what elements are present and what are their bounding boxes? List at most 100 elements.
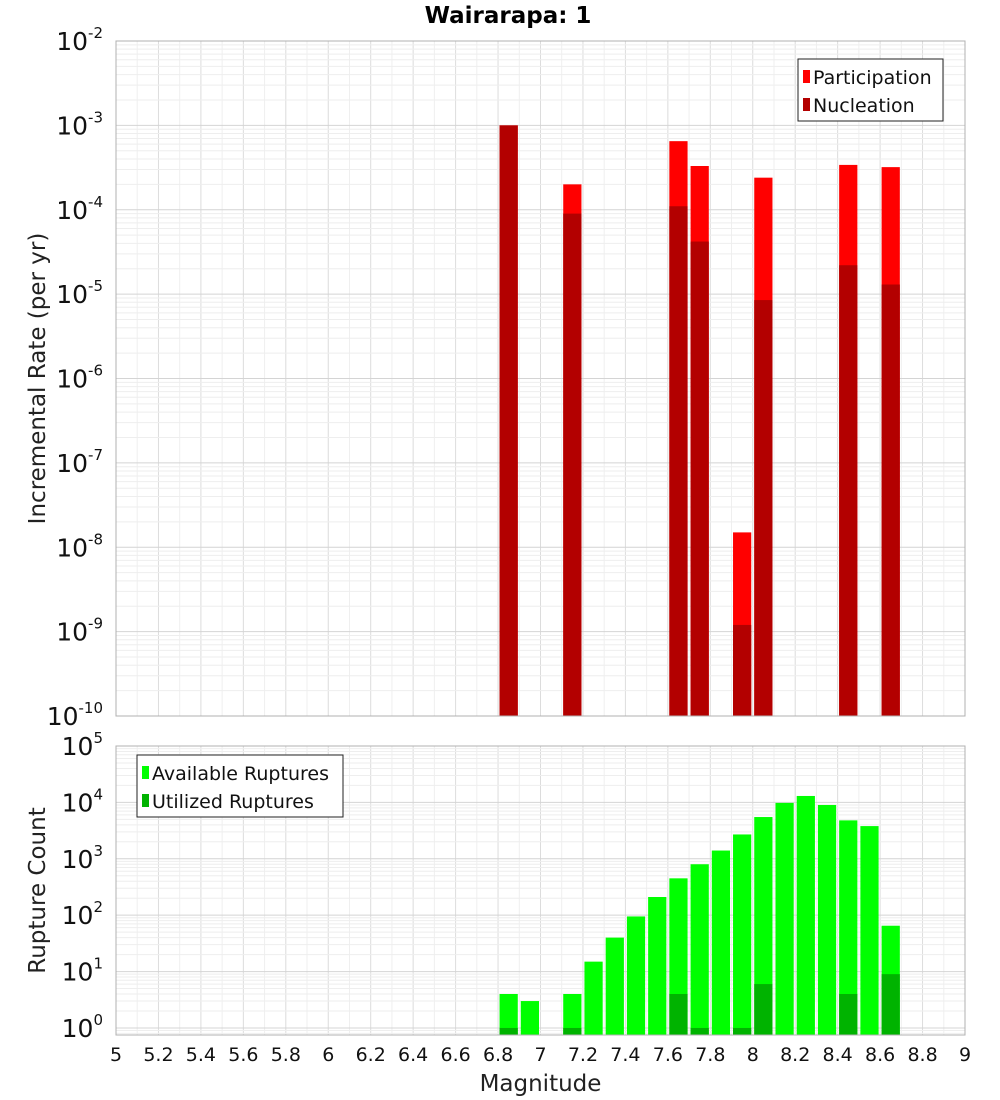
- y-axis-label-bottom: Rupture Count: [25, 807, 51, 973]
- x-tick-label: 7: [534, 1044, 546, 1066]
- x-ticks: 5 5.2 5.4 5.6 5.8 6 6.2 6.4 6.6 6.8 7 7.2 7.4 7.6 7.8 8…: [110, 1044, 971, 1066]
- bar: [733, 624, 752, 716]
- x-tick-label: 8.6: [865, 1044, 895, 1066]
- x-tick-label: 7.6: [653, 1044, 683, 1066]
- y-tick-label: 10-10: [47, 699, 103, 731]
- bar: [690, 241, 709, 717]
- bars-top: [499, 125, 900, 717]
- y-tick-base: 10: [47, 702, 79, 731]
- y-tick-label: 10-9: [56, 615, 103, 647]
- legend-bottom: Available Ruptures Utilized Ruptures: [136, 754, 344, 818]
- x-tick-label: 8: [747, 1044, 759, 1066]
- legend-swatch: [803, 70, 810, 83]
- y-tick-label: 10-4: [56, 193, 103, 225]
- y-tick-exponent: -5: [88, 277, 103, 295]
- bar: [499, 125, 518, 716]
- x-tick-label: 8.8: [907, 1044, 937, 1066]
- y-tick-label: 10-2: [56, 24, 103, 56]
- bar: [775, 802, 794, 1035]
- y-tick-base: 10: [62, 845, 94, 874]
- y-tick-exponent: 5: [93, 729, 103, 747]
- x-axis-label: Magnitude: [480, 1071, 602, 1097]
- y-tick-exponent: -6: [88, 362, 103, 380]
- top-panel: 10-1010-910-810-710-610-510-410-310-2Inc…: [25, 24, 966, 731]
- bar: [499, 1027, 518, 1035]
- x-tick-label: 6.4: [398, 1044, 428, 1066]
- y-tick-exponent: -7: [88, 446, 103, 464]
- y-tick-label: 101: [62, 955, 103, 987]
- y-tick-exponent: -8: [88, 530, 103, 548]
- bar: [563, 1027, 582, 1035]
- bars-bottom: [499, 795, 900, 1035]
- bar: [733, 1027, 752, 1035]
- x-tick-label: 7.4: [610, 1044, 640, 1066]
- bar: [881, 974, 900, 1035]
- x-tick-label: 8.4: [823, 1044, 853, 1066]
- series-utilized-ruptures: [499, 974, 900, 1035]
- plot-frame-bottom: [115, 745, 966, 1036]
- bar: [754, 817, 773, 1035]
- y-tick-base: 10: [56, 533, 88, 562]
- x-tick-label: 5.6: [228, 1044, 258, 1066]
- y-tick-base: 10: [56, 618, 88, 647]
- bar: [839, 820, 858, 1035]
- y-tick-label: 10-3: [56, 108, 103, 140]
- y-tick-base: 10: [56, 365, 88, 394]
- legend-label: Utilized Ruptures: [152, 791, 314, 813]
- bar: [860, 826, 879, 1035]
- x-tick-label: 5.8: [271, 1044, 301, 1066]
- y-tick-label: 102: [62, 898, 103, 930]
- y-tick-exponent: 4: [93, 785, 103, 803]
- y-tick-base: 10: [62, 788, 94, 817]
- y-tick-exponent: 1: [93, 955, 103, 973]
- legend-swatch: [142, 766, 149, 779]
- bar: [563, 213, 582, 717]
- bar: [754, 984, 773, 1035]
- bar: [733, 834, 752, 1035]
- bar: [839, 994, 858, 1035]
- y-tick-base: 10: [62, 732, 94, 761]
- y-tick-base: 10: [56, 27, 88, 56]
- bar: [796, 795, 815, 1035]
- y-tick-base: 10: [62, 958, 94, 987]
- legend-swatch: [142, 794, 149, 807]
- y-tick-label: 10-7: [56, 446, 103, 478]
- x-tick-label: 6: [322, 1044, 334, 1066]
- bar: [669, 994, 688, 1035]
- y-tick-exponent: -2: [88, 24, 103, 42]
- y-tick-base: 10: [62, 1014, 94, 1043]
- legend-swatch: [803, 98, 810, 111]
- bar: [754, 300, 773, 716]
- y-tick-exponent: 0: [93, 1011, 103, 1029]
- bar: [605, 937, 624, 1035]
- bar: [817, 804, 837, 1035]
- legend-label: Participation: [813, 67, 932, 89]
- y-tick-label: 10-5: [56, 277, 103, 309]
- plot-frame-top: [115, 40, 966, 717]
- y-tick-label: 103: [62, 842, 103, 874]
- y-tick-exponent: 3: [93, 842, 103, 860]
- y-tick-exponent: -9: [88, 615, 103, 633]
- bar: [499, 994, 518, 1035]
- x-tick-label: 9: [959, 1044, 971, 1066]
- y-tick-exponent: -10: [79, 699, 104, 717]
- x-tick-label: 7.2: [568, 1044, 598, 1066]
- bar: [626, 916, 646, 1035]
- bar: [520, 1001, 539, 1035]
- x-tick-label: 5.4: [186, 1044, 216, 1066]
- y-tick-label: 105: [62, 729, 103, 761]
- bar: [690, 864, 709, 1035]
- bar: [584, 961, 603, 1035]
- x-tick-label: 6.6: [440, 1044, 470, 1066]
- x-tick-label: 8.2: [780, 1044, 810, 1066]
- y-tick-base: 10: [56, 280, 88, 309]
- y-tick-base: 10: [56, 196, 88, 225]
- legend-top: Participation Nucleation: [797, 58, 944, 122]
- legend-label: Nucleation: [813, 95, 915, 117]
- x-tick-label: 5.2: [143, 1044, 173, 1066]
- bar: [690, 1027, 709, 1035]
